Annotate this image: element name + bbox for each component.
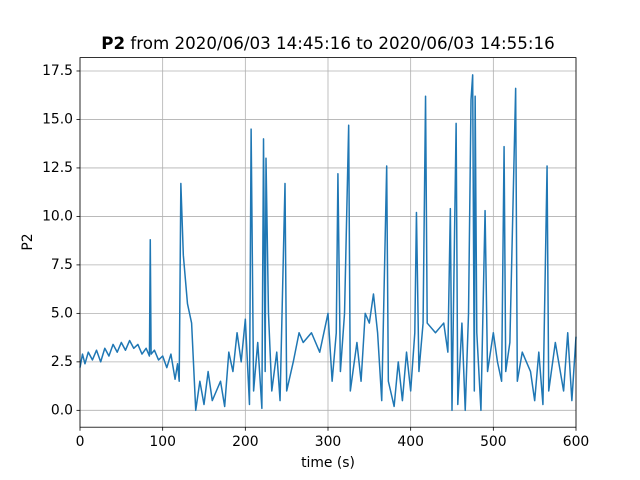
y-tick-label: 5.0: [51, 305, 73, 321]
x-tick-label: 600: [563, 434, 590, 450]
title-text: from 2020/06/03 14:45:16 to 2020/06/03 1…: [130, 33, 554, 53]
axes-frame: [79, 57, 577, 428]
x-tick-label: 100: [149, 434, 176, 450]
title-name: P2: [101, 33, 125, 53]
y-tick-label: 12.5: [42, 160, 73, 176]
x-tick-label: 0: [76, 434, 85, 450]
y-tick-label: 15.0: [42, 111, 73, 127]
y-tick-label: 17.5: [42, 63, 73, 79]
chart-title: P2 from 2020/06/03 14:45:16 to 2020/06/0…: [101, 33, 555, 53]
y-axis-label: P2: [20, 233, 36, 250]
y-tick-label: 0.0: [51, 402, 73, 418]
x-tick-label: 400: [397, 434, 424, 450]
x-tick-label: 200: [232, 434, 259, 450]
data-line: [79, 74, 577, 412]
y-tick-label: 10.0: [42, 208, 73, 224]
y-tick-label: 2.5: [51, 354, 73, 370]
y-tick-label: 7.5: [51, 257, 73, 273]
x-tick-label: 500: [480, 434, 507, 450]
x-tick-label: 300: [315, 434, 342, 450]
x-axis-label: time (s): [301, 455, 355, 471]
